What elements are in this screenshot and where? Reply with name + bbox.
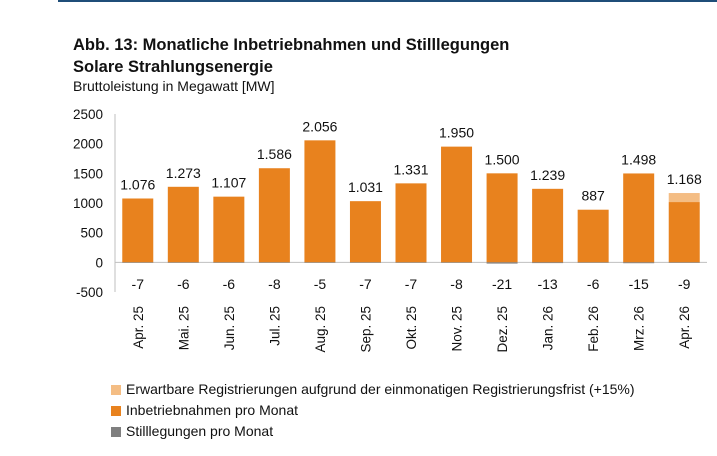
y-tick-label: -500 [76,285,103,300]
bar-inbetriebnahmen [349,201,381,263]
legend-item-decommissioning: Stilllegungen pro Monat [111,421,635,442]
legend-label-commissioning: Inbetriebnahmen pro Monat [126,402,298,418]
x-tick-label: Sep. 25 [358,306,373,353]
x-tick-label: Okt. 25 [404,306,419,350]
data-label-inbetriebnahmen: 1.168 [667,171,702,187]
bar-inbetriebnahmen [395,183,427,263]
bar-stilllegungen [304,262,336,263]
data-label-stilllegungen: -8 [450,276,463,292]
x-tick-label: Jun. 25 [222,306,237,350]
data-label-inbetriebnahmen: 887 [581,188,605,204]
bar-inbetriebnahmen [532,188,564,263]
data-label-stilllegungen: -15 [629,276,649,292]
data-label-stilllegungen: -7 [359,276,372,292]
data-label-stilllegungen: -6 [177,276,190,292]
x-tick-label: Nov. 25 [450,306,465,352]
x-tick-label: Mai. 25 [176,306,191,350]
data-label-stilllegungen: -5 [314,276,327,292]
data-label-inbetriebnahmen: 1.031 [348,179,383,195]
bar-inbetriebnahmen [213,196,245,263]
bar-inbetriebnahmen [577,209,609,263]
data-label-inbetriebnahmen: 1.950 [439,125,474,141]
y-tick-label: 500 [80,226,103,241]
bar-stilllegungen [258,262,290,263]
data-label-inbetriebnahmen: 1.331 [393,161,428,177]
y-tick-label: 1500 [73,166,103,181]
chart-title-line1: Abb. 13: Monatliche Inbetriebnahmen und … [73,36,510,54]
bar-stilllegungen [577,262,609,263]
bar-inbetriebnahmen [441,146,473,263]
data-label-stilllegungen: -13 [537,276,557,292]
bar-inbetriebnahmen [122,198,154,263]
data-label-stilllegungen: -6 [587,276,600,292]
x-tick-label: Jul. 25 [267,306,282,346]
bar-inbetriebnahmen [623,173,655,263]
x-tick-label: Apr. 26 [677,306,692,349]
legend-swatch-decommissioning [111,426,121,437]
chart-title: Abb. 13: Monatliche Inbetriebnahmen und … [73,34,509,78]
data-label-inbetriebnahmen: 2.056 [302,118,337,134]
data-label-inbetriebnahmen: 1.498 [621,151,656,167]
data-label-stilllegungen: -7 [405,276,418,292]
bar-stilllegungen [349,262,381,263]
bar-inbetriebnahmen [486,173,518,263]
bar-stilllegungen [213,262,245,263]
data-label-inbetriebnahmen: 1.273 [166,165,201,181]
legend-label-expected: Erwartbare Registrierungen aufgrund der … [126,381,635,397]
data-label-inbetriebnahmen: 1.107 [211,175,246,191]
x-tick-label: Dez. 25 [495,306,510,353]
chart-legend: Erwartbare Registrierungen aufgrund der … [111,379,635,442]
bar-stilllegungen [122,262,154,263]
data-label-inbetriebnahmen: 1.586 [257,146,292,162]
data-label-stilllegungen: -8 [268,276,281,292]
y-tick-label: 0 [95,255,103,270]
y-tick-label: 2500 [73,107,103,122]
data-label-stilllegungen: -7 [132,276,145,292]
bar-stilllegungen [623,262,655,264]
bar-erwartbare-registrierungen [668,193,700,203]
top-rule [58,0,717,2]
x-tick-label: Apr. 25 [131,306,146,349]
legend-swatch-expected [111,384,121,395]
data-label-stilllegungen: -21 [492,276,512,292]
x-tick-label: Mrz. 26 [632,306,647,351]
legend-label-decommissioning: Stilllegungen pro Monat [126,423,274,439]
legend-swatch-commissioning [111,405,121,416]
bar-stilllegungen [668,262,700,263]
chart-title-line2: Solare Strahlungsenergie [73,58,273,76]
x-tick-label: Aug. 25 [313,306,328,353]
bar-inbetriebnahmen [258,168,290,263]
data-label-stilllegungen: -9 [678,276,691,292]
legend-item-expected: Erwartbare Registrierungen aufgrund der … [111,379,635,400]
data-label-stilllegungen: -6 [223,276,236,292]
data-label-inbetriebnahmen: 1.500 [485,151,520,167]
x-tick-label: Feb. 26 [586,306,601,352]
y-axis-unit-label: Bruttoleistung in Megawatt [MW] [73,78,275,94]
legend-item-commissioning: Inbetriebnahmen pro Monat [111,400,635,421]
bar-inbetriebnahmen [304,140,336,263]
bar-stilllegungen [532,262,564,264]
bar-stilllegungen [441,262,473,263]
y-tick-label: 1000 [73,196,103,211]
bar-inbetriebnahmen [668,202,700,263]
y-tick-label: 2000 [73,137,103,152]
bar-inbetriebnahmen [167,186,199,263]
bar-stilllegungen [486,262,518,264]
bar-stilllegungen [395,262,427,263]
bar-stilllegungen [167,262,199,263]
data-label-inbetriebnahmen: 1.239 [530,167,565,183]
x-tick-label: Jan. 26 [541,306,556,350]
data-label-inbetriebnahmen: 1.076 [120,176,155,192]
